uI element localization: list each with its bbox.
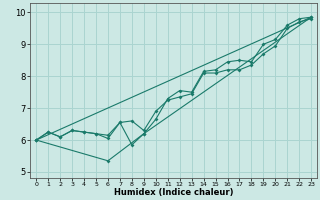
X-axis label: Humidex (Indice chaleur): Humidex (Indice chaleur) <box>114 188 234 197</box>
